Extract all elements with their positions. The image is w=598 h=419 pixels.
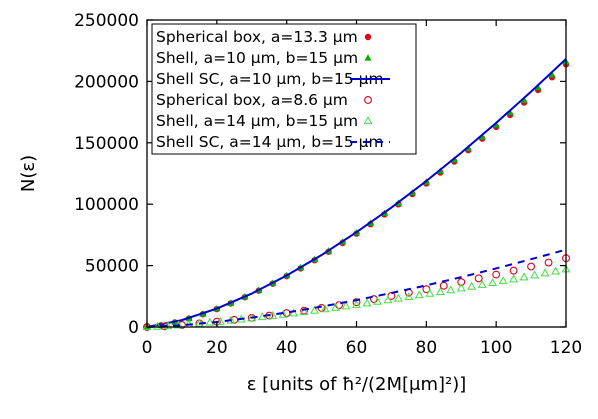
y-tick-label: 150000 — [74, 134, 139, 154]
series-4-point — [540, 268, 550, 277]
y-tick-label: 50000 — [85, 257, 139, 277]
y-tick-label: 0 — [128, 318, 139, 338]
legend-entry-label: Spherical box, a=13.3 μm — [156, 28, 358, 46]
series-3-point — [544, 258, 553, 267]
series-3-point — [509, 266, 518, 275]
series-3-point — [492, 270, 501, 279]
series-4-point — [153, 321, 162, 330]
series-4-point — [435, 287, 445, 295]
series-4-point — [310, 305, 320, 314]
legend-entry-swatch — [364, 54, 372, 61]
series-3-point — [335, 301, 343, 310]
series-4-point — [352, 299, 361, 308]
x-tick-label: 120 — [550, 338, 582, 358]
series-4-point — [425, 288, 435, 297]
x-tick-label: 40 — [276, 338, 298, 358]
series-4-point — [404, 292, 414, 301]
legend-entry-label: Spherical box, a=8.6 μm — [156, 91, 348, 109]
x-axis-label: ε [units of ħ²/(2M[μm]²)] — [247, 374, 467, 395]
y-tick-label: 250000 — [74, 11, 139, 31]
series-4-point — [341, 301, 351, 310]
series-1-point — [506, 109, 514, 116]
series-4-point — [446, 285, 456, 294]
legend-entry-swatch — [364, 96, 372, 104]
legend-entry-label: Shell, a=14 μm, b=15 μm — [156, 112, 358, 130]
x-tick-label: 0 — [142, 338, 153, 358]
y-axis-label: N(ε) — [18, 155, 39, 192]
series-3-point — [527, 262, 536, 271]
series-1-point — [520, 96, 528, 104]
series-4-point — [456, 283, 466, 292]
series-4-point — [393, 293, 403, 302]
x-tick-label: 80 — [416, 338, 438, 358]
series-1-point — [548, 71, 556, 78]
series-3-point — [352, 298, 361, 307]
series-3-point — [370, 295, 378, 304]
series-4-point — [509, 274, 519, 283]
legend-entry-swatch — [364, 33, 372, 41]
legend-box — [151, 23, 417, 155]
series-4-point — [467, 281, 477, 290]
series-4-point — [488, 278, 498, 287]
series-3-point — [439, 281, 448, 290]
series-4-point — [414, 290, 424, 299]
x-tick-label: 60 — [346, 338, 368, 358]
y-tick-label: 100000 — [74, 195, 139, 215]
series-1-point — [478, 133, 486, 140]
series-4-point — [551, 266, 560, 275]
legend-entry-label: Shell, a=10 μm, b=15 μm — [156, 49, 358, 67]
x-tick-label: 100 — [480, 338, 512, 358]
series-4-point — [498, 276, 508, 285]
legend-entry-swatch — [363, 116, 373, 125]
series-4-point — [362, 298, 372, 307]
y-tick-label: 200000 — [74, 72, 139, 92]
legend: Spherical box, a=13.3 μm Shell, a=10 μm, … — [151, 23, 417, 155]
series-4-point — [299, 307, 309, 315]
series-4-point — [519, 272, 529, 281]
axes: 0 20 40 60 80 100 120 0 50000 100000 150000 200000 2… — [74, 11, 582, 358]
legend-entry-label: Shell SC, a=10 μm, b=15 μm — [156, 70, 384, 88]
series-4-point — [372, 296, 382, 305]
series-line-2 — [146, 58, 567, 328]
x-tick-label: 20 — [206, 338, 228, 358]
series-3-point — [474, 274, 483, 283]
series-4-point — [530, 270, 540, 279]
series-4-point — [331, 302, 341, 311]
series-4-point — [205, 317, 215, 326]
series-line-5 — [146, 248, 567, 328]
series-4-point — [477, 279, 487, 288]
series-4-point — [383, 295, 393, 304]
series-1-point — [534, 83, 542, 91]
series-4-point — [268, 311, 278, 319]
series-4-point — [320, 304, 330, 313]
series-1-point — [492, 121, 500, 128]
legend-entry-label: Shell SC, a=14 μm, b=15 μm — [156, 133, 384, 151]
